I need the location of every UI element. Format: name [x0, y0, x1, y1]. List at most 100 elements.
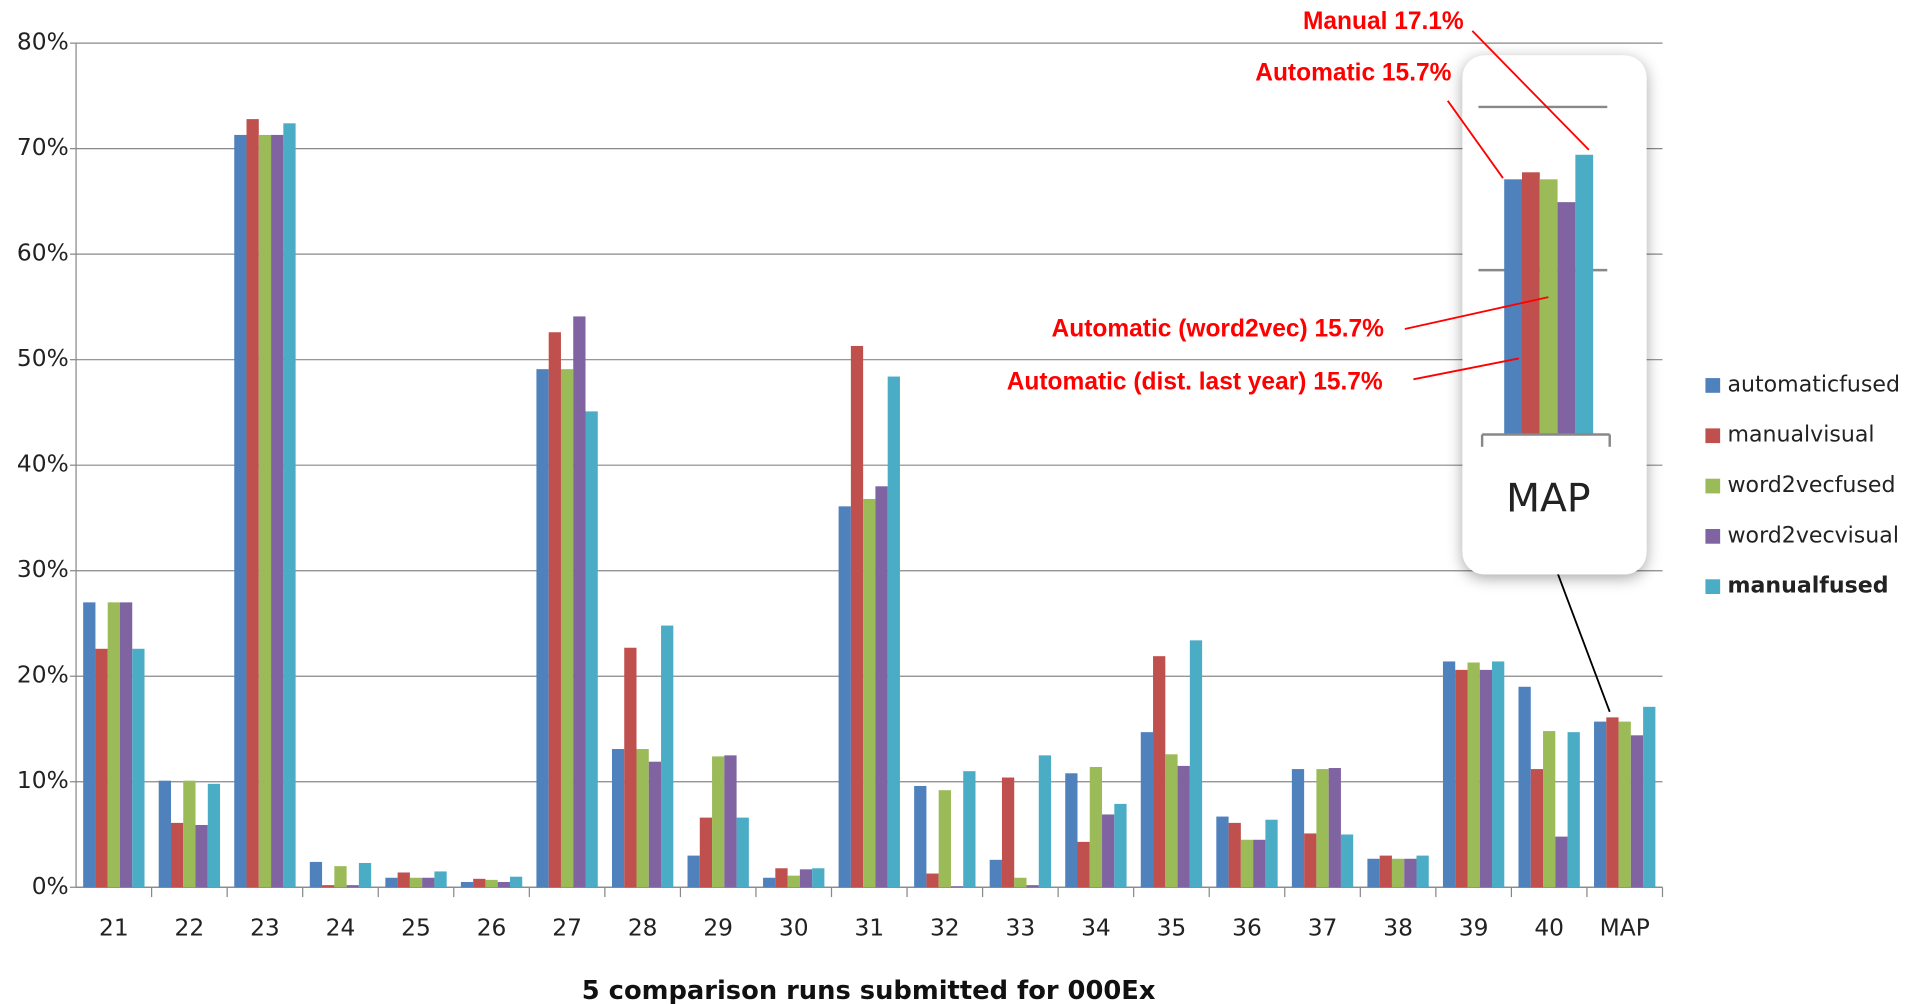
bar	[170, 822, 184, 888]
bar	[434, 871, 447, 888]
x-tick-label: 34	[1081, 914, 1111, 941]
x-tick-label: 31	[854, 914, 884, 941]
bar	[736, 817, 749, 888]
y-tick-label: 70%	[17, 134, 69, 161]
bar	[1291, 769, 1305, 888]
bar	[585, 411, 598, 888]
annotation: Manual 17.1%	[1303, 8, 1464, 35]
bar	[485, 879, 498, 888]
bar	[950, 886, 964, 888]
legend-label: automaticfused	[1728, 372, 1901, 397]
bar	[1253, 839, 1266, 888]
x-tick-label: 38	[1383, 914, 1413, 941]
x-tick-label: 39	[1459, 914, 1489, 941]
bar	[1240, 839, 1254, 888]
bar	[1077, 841, 1090, 888]
bar	[397, 872, 410, 888]
annotation-line	[1404, 296, 1549, 330]
bar	[799, 869, 813, 888]
bar	[1543, 731, 1556, 888]
legend-label: manualvisual	[1728, 423, 1875, 448]
x-tick-label: 24	[326, 914, 356, 941]
bar	[1304, 833, 1317, 888]
bar	[787, 875, 800, 888]
bar	[1340, 834, 1354, 888]
bar	[1001, 777, 1015, 888]
bar	[1228, 822, 1241, 888]
bar	[648, 761, 662, 888]
y-tick-label: 0%	[32, 873, 69, 900]
x-tick-label: 40	[1534, 914, 1564, 941]
bar	[234, 134, 247, 888]
inset-connector	[1551, 558, 1611, 713]
legend-swatch	[1705, 478, 1721, 494]
bar	[573, 316, 586, 888]
bar	[1594, 721, 1607, 888]
bar	[258, 134, 272, 888]
bar	[183, 780, 196, 888]
legend-label: word2vecfused	[1728, 473, 1896, 498]
bar	[1492, 661, 1505, 888]
y-tick-label: 20%	[17, 662, 69, 689]
x-tick-label: 30	[779, 914, 809, 941]
bar	[926, 873, 939, 888]
bar	[1014, 877, 1027, 888]
bar	[838, 506, 851, 888]
bar	[509, 876, 523, 888]
bar	[358, 862, 372, 888]
bar	[1089, 766, 1103, 888]
bar	[699, 817, 713, 888]
bar	[687, 855, 700, 888]
annotation: Automatic (word2vec) 15.7%	[1052, 316, 1385, 343]
bar	[1367, 858, 1380, 888]
x-tick-label: 28	[628, 914, 658, 941]
bar	[95, 648, 108, 888]
bar	[1140, 732, 1154, 888]
bar	[1065, 773, 1078, 888]
bar	[334, 866, 347, 888]
bar	[536, 369, 549, 888]
bar	[1618, 721, 1631, 888]
bar	[1189, 640, 1203, 888]
annotation-line	[1471, 30, 1590, 151]
bar	[132, 648, 145, 888]
legend: automaticfused manualvisual word2vecfused w…	[1705, 372, 1901, 599]
bar	[1455, 669, 1468, 888]
bar	[158, 780, 171, 888]
bar	[914, 785, 927, 888]
bar	[1114, 803, 1127, 888]
legend-label: manualfused	[1728, 574, 1889, 599]
bar	[1606, 717, 1619, 888]
bar	[1153, 656, 1166, 888]
bar	[1216, 816, 1229, 888]
legend-swatch	[1705, 378, 1721, 393]
x-tick-label: 27	[552, 914, 582, 941]
bar	[812, 868, 825, 888]
bar	[1177, 765, 1190, 888]
bar	[560, 369, 574, 888]
legend-swatch	[1705, 428, 1721, 444]
bar	[1391, 858, 1405, 888]
bar	[460, 881, 474, 888]
x-tick-label: 36	[1232, 914, 1262, 941]
inset-bar	[1539, 179, 1558, 435]
bar	[246, 119, 259, 888]
bar	[661, 625, 674, 888]
bar	[1567, 732, 1580, 888]
bar	[611, 749, 625, 888]
bar	[1518, 686, 1531, 888]
bar	[875, 486, 888, 888]
annotation: Automatic (dist. last year) 15.7%	[1007, 368, 1383, 395]
bar	[107, 602, 120, 888]
bar	[1416, 855, 1429, 888]
bar	[473, 878, 486, 888]
bar	[1165, 754, 1178, 888]
bar	[1555, 836, 1568, 888]
bar	[1038, 755, 1052, 888]
x-tick-label: 37	[1308, 914, 1338, 941]
plot: 0% 10% 20% 30% 40% 50% 60% 70% 80% 21 22 23 24 25 26 27…	[17, 29, 1664, 941]
x-tick-label: 23	[250, 914, 280, 941]
bar	[119, 602, 133, 888]
